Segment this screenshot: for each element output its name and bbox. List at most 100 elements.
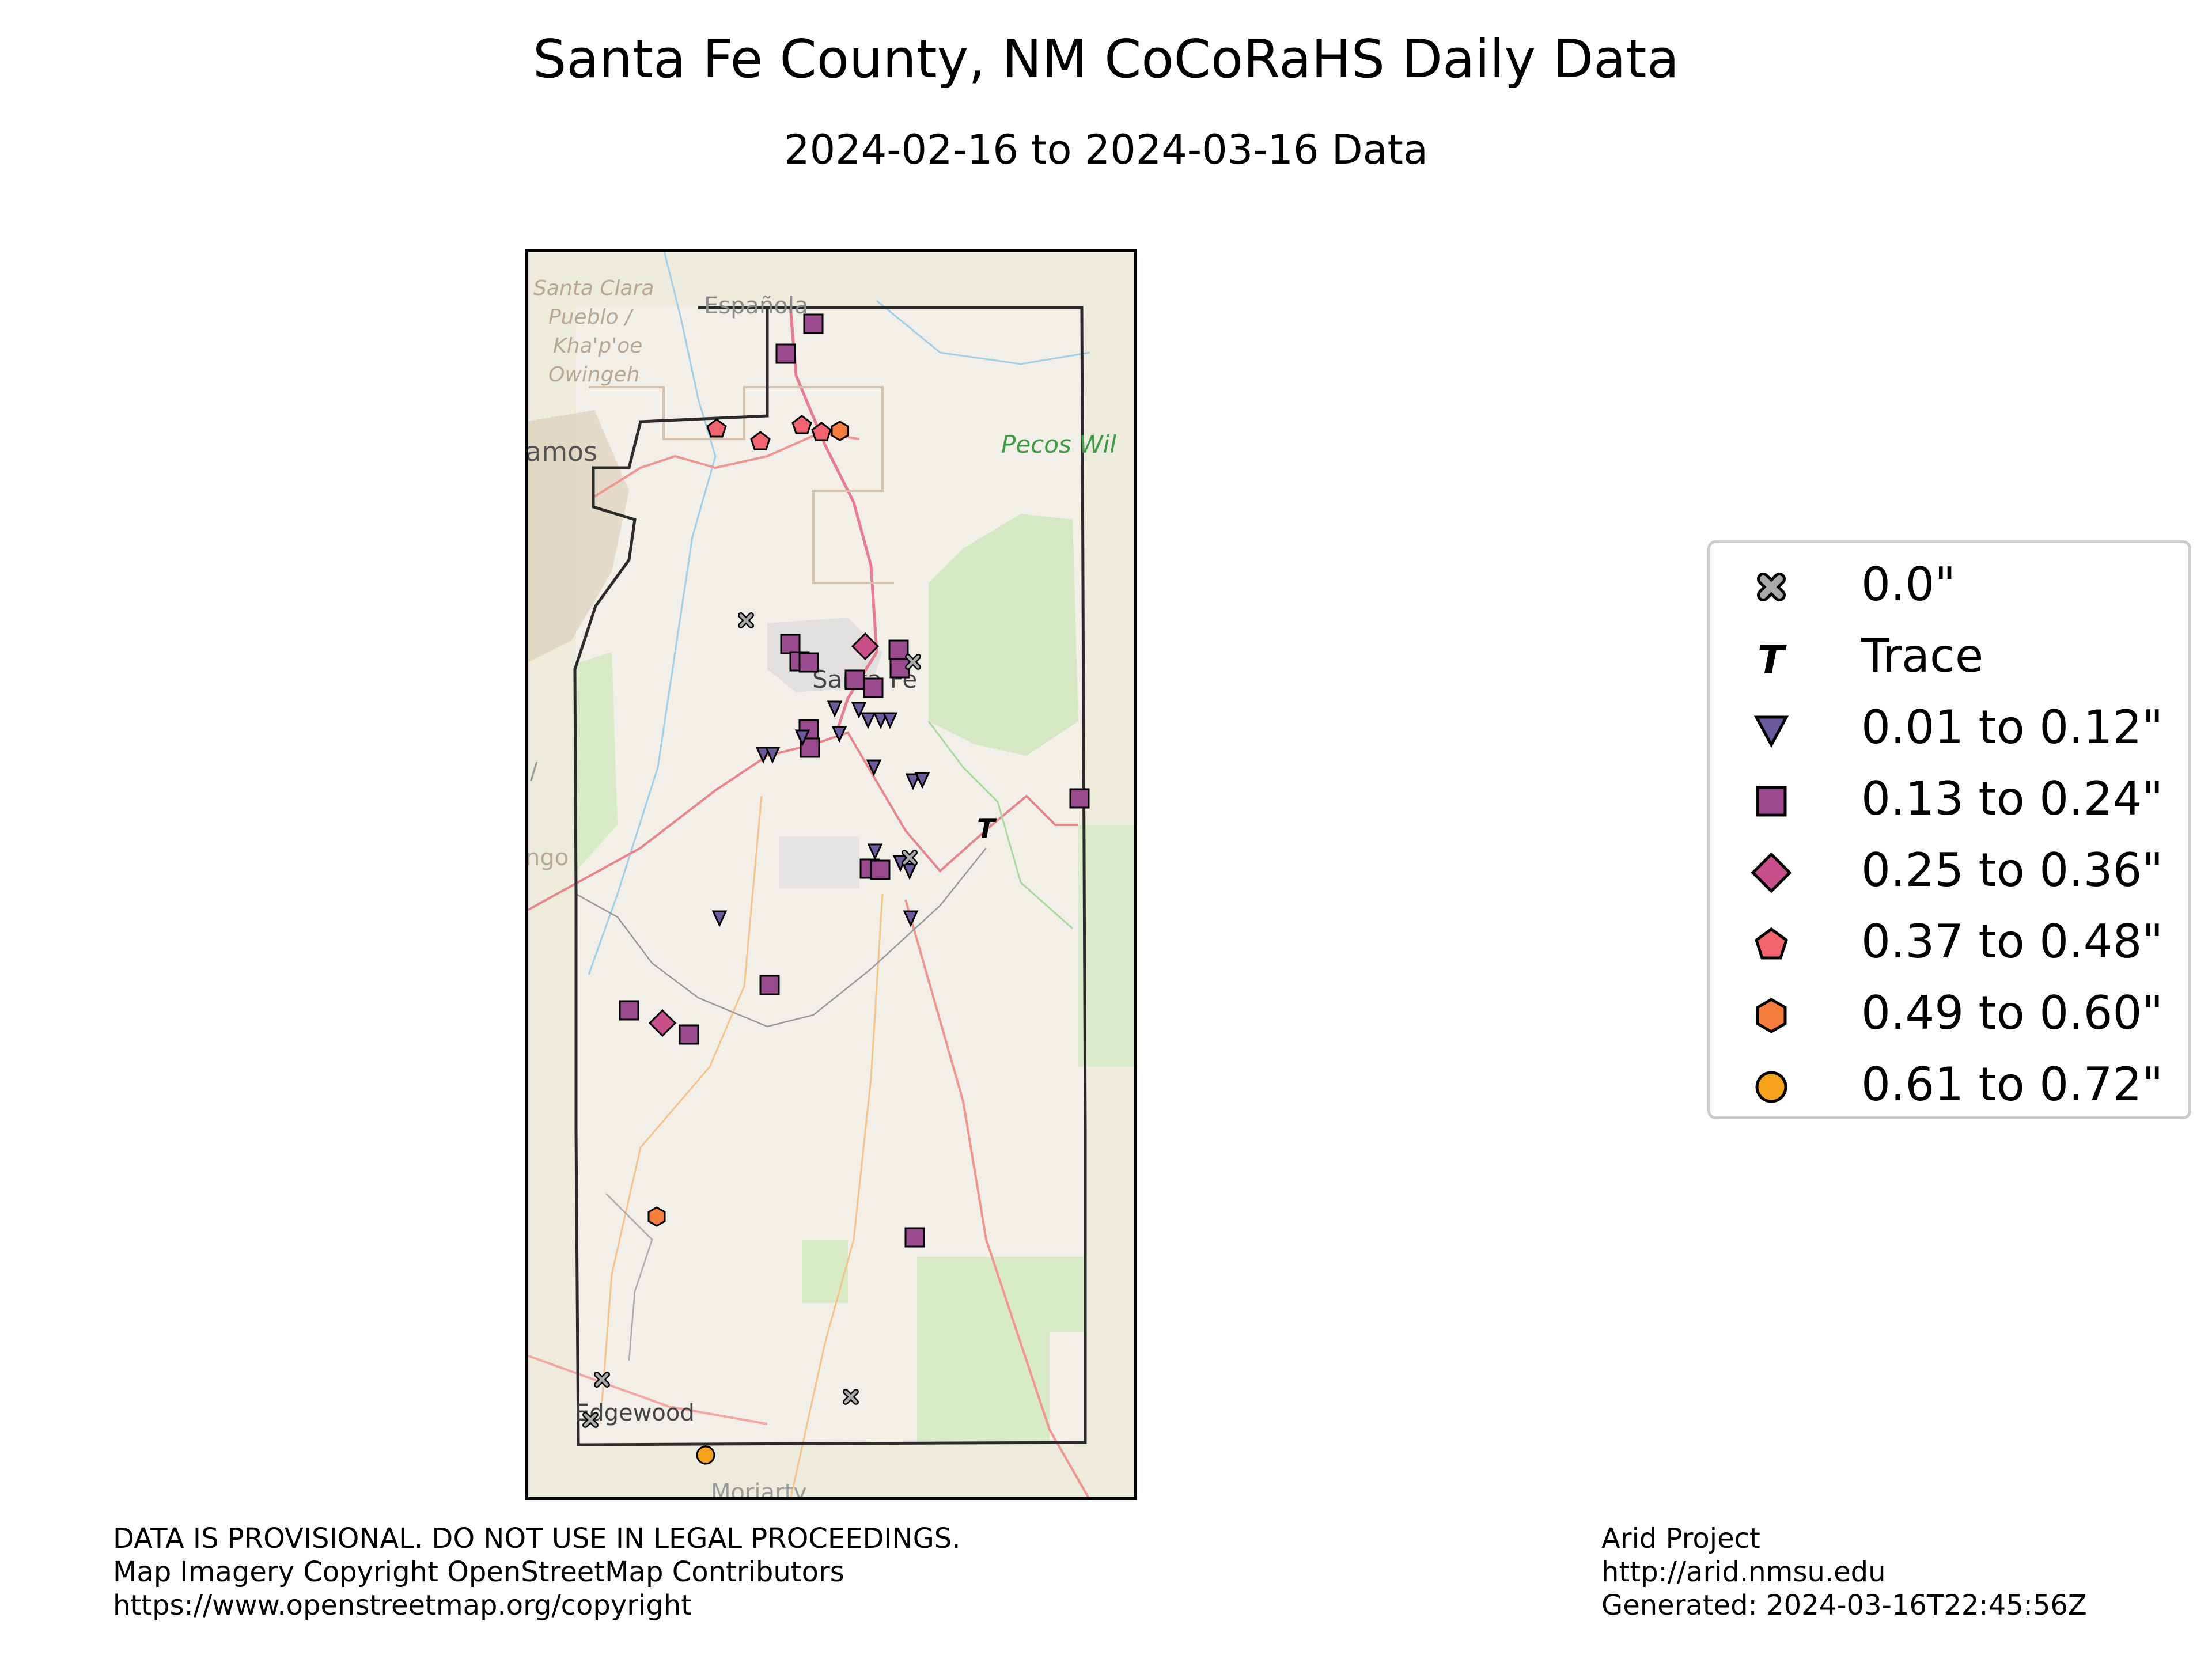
forest-area-south-1 [802,1240,848,1303]
hexagon-icon [1756,998,1787,1033]
forest-area-south-3 [917,1332,1050,1441]
urban-area-2 [779,836,859,888]
legend-item-zero: 0.0" [1710,549,2188,620]
footer-line: Arid Project [1601,1522,1760,1555]
highway-southwest [525,1354,768,1425]
station-marker [706,418,727,438]
highway-i25 [525,731,1078,912]
station-marker [696,1445,715,1465]
legend-label: 0.25 to 0.36" [1861,843,2164,897]
station-marker [902,863,918,880]
label-santa-clara-3: Kha'p'oe [553,334,642,358]
x-icon [1757,573,1786,601]
station-marker [851,702,867,719]
station-marker [851,632,880,661]
station-marker [764,747,781,764]
station-marker [882,712,898,729]
station-marker [863,677,884,698]
station-marker [798,652,819,673]
station-marker [831,726,847,743]
county-map: Santa Clara Pueblo / Kha'p'oe Owingeh Es… [525,249,1137,1500]
legend-label: 0.49 to 0.60" [1861,986,2164,1040]
label-espanola: Española [704,293,808,319]
label-left-edge-2: ngo [525,844,569,871]
station-marker [914,772,930,789]
trace-marker: T [977,813,997,844]
square-icon [1756,786,1787,817]
forest-area-south-2 [917,1257,1084,1332]
place-labels: Santa Clara Pueblo / Kha'p'oe Owingeh Es… [525,276,1116,1500]
land-grant-outline-2 [927,721,1073,930]
map-subtitle: 2024-02-16 to 2024-03-16 Data [784,126,1428,173]
legend-item-range-5: 0.49 to 0.60" [1710,978,2188,1049]
footer-credits: Arid Project http://arid.nmsu.edu Genera… [1601,1522,2087,1622]
land-grant-outline-1 [589,386,894,584]
label-santa-clara-4: Owingeh [548,363,639,387]
forest-area-pecos [929,514,1078,756]
road-minor-2 [789,893,884,1500]
forest-area-west [576,652,618,871]
station-marker [791,415,812,434]
label-moriarty: Moriarty [711,1479,807,1500]
station-marker [759,975,780,995]
legend-label: 0.0" [1861,558,1956,611]
map-title: Santa Fe County, NM CoCoRaHS Daily Data [533,28,1679,90]
boundary-line-1 [575,847,987,1028]
station-marker [866,759,882,777]
station-marker [870,859,891,880]
station-marker [827,700,843,718]
footer-line: https://www.openstreetmap.org/copyright [113,1589,692,1622]
station-marker [903,910,919,927]
legend-item-range-2: 0.13 to 0.24" [1710,763,2188,835]
road-minor-1 [599,796,763,1425]
station-marker [904,1227,925,1248]
triangle-down-icon [1753,715,1789,748]
pentagon-icon [1755,927,1788,960]
county-boundary [573,306,1087,1446]
legend-label: 0.01 to 0.12" [1861,700,2164,754]
svg-text:T: T [1758,638,1787,681]
station-marker [844,669,865,690]
station-marker [811,422,832,441]
legend-label: Trace [1861,629,1984,683]
zero-markers-fill [584,613,920,1427]
legend: 0.0" T Trace 0.01 to 0.12" 0.13 to 0.24"… [1707,540,2191,1119]
station-marker [873,712,889,729]
station-marker [1069,788,1090,809]
hills-shading [525,410,629,664]
station-marker [679,1024,699,1045]
circle-icon [1755,1071,1787,1103]
footer-line: http://arid.nmsu.edu [1601,1556,1886,1588]
station-marker [867,843,883,861]
station-marker [648,1009,677,1037]
station-marker [750,431,771,450]
map-frame [525,249,1137,1500]
legend-label: 0.37 to 0.48" [1861,915,2164,968]
station-marker [794,729,810,747]
legend-label: 0.61 to 0.72" [1861,1058,2164,1111]
station-marker [775,343,796,364]
label-pecos: Pecos Wil [1001,430,1116,459]
label-santa-clara-2: Pueblo / [548,305,634,329]
forest-area-pecos-east [1078,825,1137,1067]
footer-line: Map Imagery Copyright OpenStreetMap Cont… [113,1556,844,1588]
footer-disclaimer: DATA IS PROVISIONAL. DO NOT USE IN LEGAL… [113,1522,961,1622]
boundary-line-2 [605,1193,653,1361]
t-icon: T [1758,638,1787,681]
station-marker [803,313,824,334]
river-1 [588,249,717,975]
station-marker [619,1000,639,1021]
station-marker [755,747,771,764]
legend-item-range-1: 0.01 to 0.12" [1710,692,2188,763]
diamond-icon [1751,852,1792,893]
station-marker [860,712,876,729]
outside-tint-south [525,1442,1137,1500]
station-marker [647,1206,666,1227]
station-marker [905,773,921,790]
outside-tint-north [525,249,1137,306]
legend-item-trace: T Trace [1710,620,2188,692]
legend-item-range-3: 0.25 to 0.36" [1710,835,2188,906]
legend-item-range-6: 0.61 to 0.72" [1710,1049,2188,1120]
legend-item-range-4: 0.37 to 0.48" [1710,906,2188,978]
station-marker [831,421,849,441]
